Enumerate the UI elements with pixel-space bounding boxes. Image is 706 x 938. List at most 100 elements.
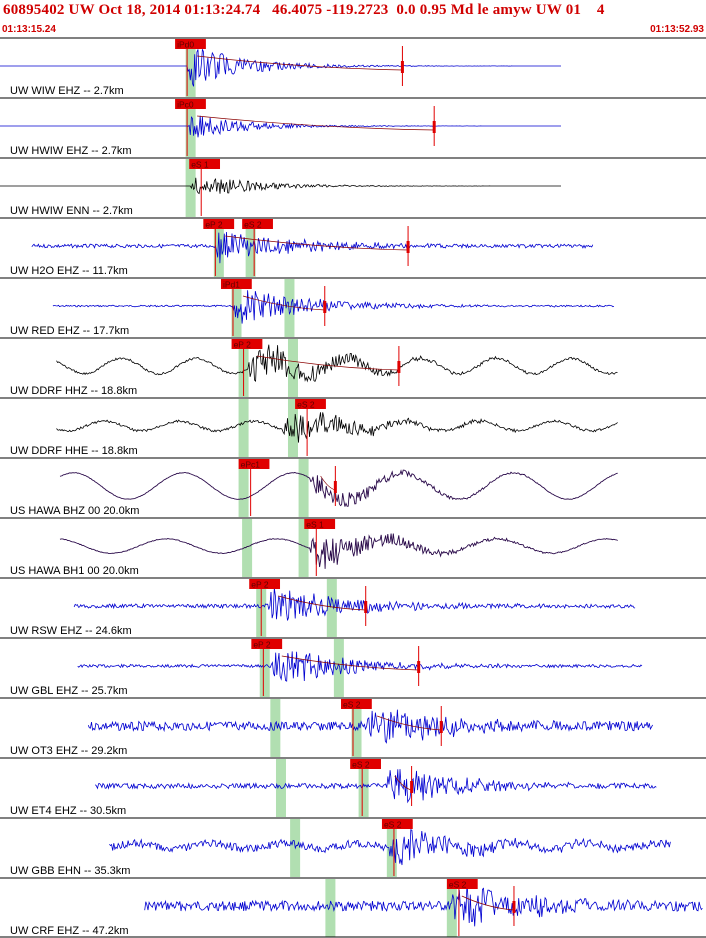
- amplitude-marker-block: [432, 121, 436, 133]
- start-time-label: 01:13:15.24: [2, 24, 56, 35]
- phase-pick-box: [341, 699, 372, 709]
- waveform-trace: [0, 49, 561, 87]
- waveform-trace: [56, 344, 618, 383]
- station-label: UW OT3 EHZ -- 29.2km: [10, 745, 127, 757]
- pick-band: [185, 39, 196, 97]
- pick-band: [185, 159, 196, 217]
- phase-pick-label: eS 2: [449, 880, 467, 890]
- phase-pick-label: eP 2: [253, 640, 271, 650]
- waveform-trace: [109, 829, 671, 866]
- phase-pick-label: eP 2: [205, 220, 223, 230]
- station-label: UW CRF EHZ -- 47.2km: [10, 925, 129, 937]
- pick-band: [298, 459, 309, 517]
- station-label: UW H2O EHZ -- 11.7km: [10, 265, 128, 277]
- pick-band: [358, 759, 369, 817]
- amplitude-marker-block: [400, 61, 404, 73]
- station-label: UW ET4 EHZ -- 30.5km: [10, 805, 126, 817]
- coda-curve: [257, 355, 399, 371]
- coda-curve: [281, 655, 419, 671]
- phase-pick-box: [203, 219, 235, 229]
- pick-band: [325, 879, 336, 937]
- waveform-trace: [73, 587, 636, 621]
- pick-band: [270, 699, 281, 757]
- phase-pick-label: iPd1: [223, 280, 240, 290]
- pick-band: [287, 399, 298, 457]
- pick-band: [259, 639, 270, 697]
- phase-pick-label: eS 2: [352, 760, 370, 770]
- amplitude-marker-block: [323, 301, 327, 313]
- phase-pick-label: eS 1: [191, 160, 209, 170]
- phase-pick-label: iPd0: [177, 40, 194, 50]
- pick-band: [245, 219, 256, 277]
- phase-pick-box: [220, 279, 252, 289]
- station-label: UW WIW EHZ -- 2.7km: [10, 85, 124, 97]
- station-label: UW GBB EHN -- 35.3km: [10, 865, 130, 877]
- phase-pick-box: [175, 99, 206, 109]
- waveform-trace: [31, 231, 594, 264]
- secondary-pick-label: eS 2: [244, 220, 262, 230]
- coda-curve: [461, 895, 514, 911]
- coda-curve: [376, 715, 442, 731]
- waveform-trace: [0, 115, 561, 138]
- station-label: UW RSW EHZ -- 24.6km: [10, 625, 132, 637]
- phase-pick-box: [381, 819, 413, 829]
- amplitude-marker-block: [406, 241, 410, 253]
- phase-pick-box: [304, 519, 336, 529]
- waveform-trace: [144, 883, 703, 927]
- phase-pick-label: iPc0: [177, 100, 194, 110]
- phase-pick-box: [295, 399, 326, 409]
- waveform-trace: [0, 177, 561, 195]
- coda-curve: [225, 235, 409, 251]
- phase-pick-label: eS 2: [297, 400, 315, 410]
- pick-band: [326, 579, 337, 637]
- station-label: UW RED EHZ -- 17.7km: [10, 325, 129, 337]
- amplitude-marker-block: [410, 781, 414, 793]
- coda-curve: [242, 295, 325, 311]
- pick-band: [446, 879, 457, 937]
- coda-curve: [278, 595, 366, 611]
- coda-curve: [197, 55, 403, 71]
- pick-band: [287, 339, 298, 397]
- waveform-trace: [87, 709, 653, 744]
- phase-pick-box: [350, 759, 381, 769]
- phase-pick-box: [251, 639, 283, 649]
- phase-pick-label: eS 2: [343, 700, 361, 710]
- phase-pick-box: [231, 339, 263, 349]
- pick-band: [284, 279, 295, 337]
- phase-pick-box: [175, 39, 206, 49]
- waveform-trace: [95, 769, 657, 804]
- station-label: UW HWIW ENN -- 2.7km: [10, 205, 133, 217]
- station-label: UW HWIW EHZ -- 2.7km: [10, 145, 132, 157]
- phase-pick-label: eS 2: [384, 820, 402, 830]
- waveform-trace: [77, 651, 643, 682]
- phase-pick-box: [446, 879, 478, 889]
- phase-pick-box: [249, 579, 281, 589]
- waveform-trace: [59, 533, 618, 569]
- station-label: US HAWA BH1 00 20.0km: [10, 565, 139, 577]
- coda-curve: [197, 115, 435, 131]
- header: 60895402 UW Oct 18, 2014 01:13:24.74 46.…: [0, 0, 706, 38]
- phase-pick-label: ePc1: [241, 460, 261, 470]
- station-label: UW DDRF HHE -- 18.8km: [10, 445, 138, 457]
- pick-band: [298, 519, 309, 577]
- amplitude-marker-block: [364, 601, 368, 613]
- waveform-trace: [59, 469, 618, 507]
- waveform-trace: [52, 290, 615, 324]
- waveform-trace: [56, 412, 618, 443]
- event-title: 60895402 UW Oct 18, 2014 01:13:24.74 46.…: [3, 2, 605, 18]
- phase-pick-box: [238, 459, 270, 469]
- amplitude-marker-block: [512, 901, 516, 913]
- station-label: US HAWA BHZ 00 20.0km: [10, 505, 139, 517]
- pick-band: [238, 399, 249, 457]
- phase-pick-label: eP 2: [251, 580, 269, 590]
- amplitude-marker-block: [417, 661, 421, 673]
- amplitude-marker-block: [333, 481, 337, 493]
- pick-band: [333, 639, 344, 697]
- phase-pick-label: eS 1: [306, 520, 324, 530]
- pick-band: [242, 519, 253, 577]
- pick-band: [238, 459, 249, 517]
- amplitude-marker-block: [439, 721, 443, 733]
- station-label: UW GBL EHZ -- 25.7km: [10, 685, 128, 697]
- pick-band: [386, 819, 397, 877]
